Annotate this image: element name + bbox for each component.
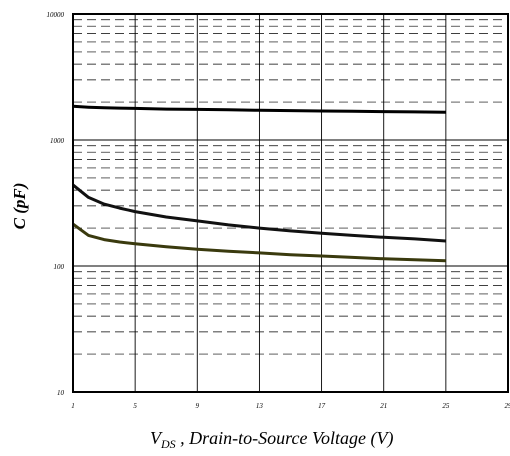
x-tick-label: 17 xyxy=(318,402,326,410)
x-tick-labels: 1 5 9 13 17 21 25 29 xyxy=(71,402,510,410)
grid xyxy=(73,14,508,392)
series-line-3 xyxy=(72,222,446,263)
y-tick-labels: 10 100 1000 10000 xyxy=(47,11,65,397)
plot-frame xyxy=(72,13,509,393)
y-tick-label: 10 xyxy=(57,389,65,397)
x-tick-label: 21 xyxy=(380,402,387,410)
y-tick-label: 1000 xyxy=(50,137,65,145)
x-tick-label: 9 xyxy=(196,402,200,410)
x-tick-label: 25 xyxy=(442,402,450,410)
x-tick-label: 29 xyxy=(505,402,510,410)
x-tick-label: 1 xyxy=(71,402,75,410)
x-axis-label-prefix: V xyxy=(150,428,163,448)
series-line-1 xyxy=(72,104,446,114)
series-lines xyxy=(72,104,447,263)
y-tick-label: 10000 xyxy=(47,11,65,19)
x-tick-label: 5 xyxy=(133,402,137,410)
x-tick-label: 13 xyxy=(256,402,264,410)
y-tick-label: 100 xyxy=(54,263,65,271)
x-axis-label: VDS , Drain-to-Source Voltage (V) xyxy=(150,428,393,451)
x-axis-label-text: , Drain-to-Source Voltage (V) xyxy=(176,428,394,449)
x-axis-label-subscript: DS xyxy=(160,437,176,451)
y-axis-label: C (pF) xyxy=(10,183,29,230)
series-line-2 xyxy=(72,183,447,243)
